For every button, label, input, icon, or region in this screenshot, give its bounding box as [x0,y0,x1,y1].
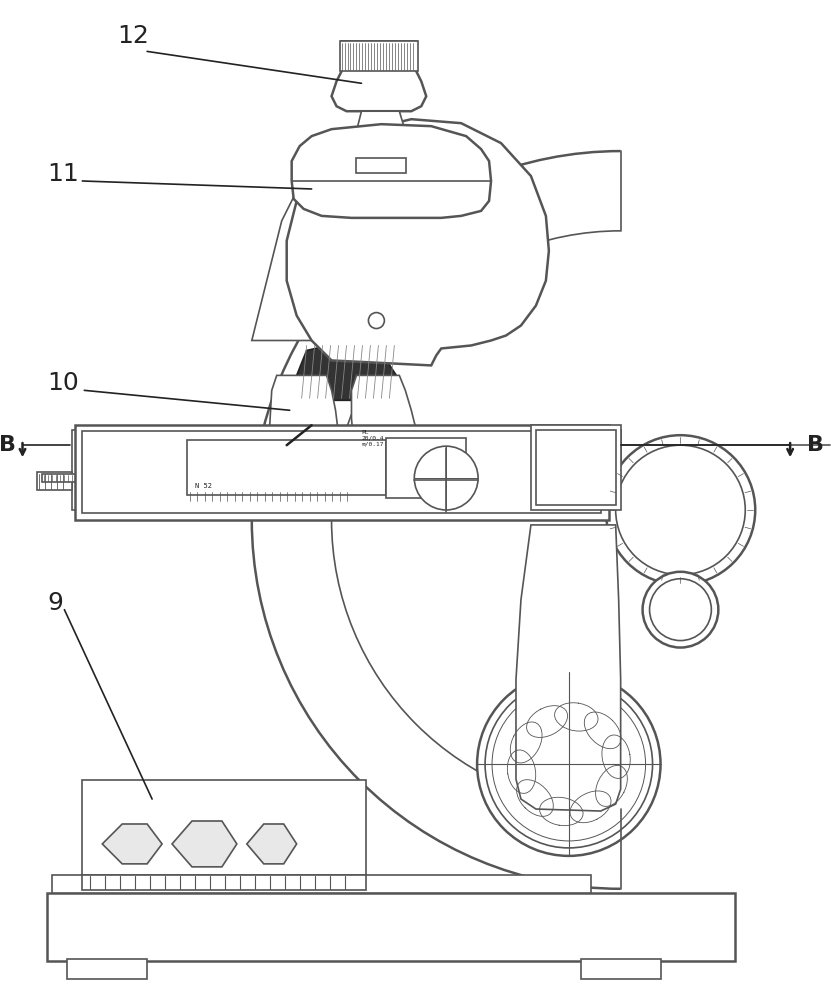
Bar [67,959,147,979]
Circle shape [642,572,718,648]
Text: B: B [807,435,824,455]
Text: 10: 10 [47,371,79,395]
Text: 11: 11 [47,162,79,186]
Bar [297,430,342,442]
Circle shape [606,435,755,585]
Polygon shape [352,111,411,171]
Circle shape [291,461,322,493]
Bar [356,158,406,173]
Polygon shape [102,824,162,864]
Bar [82,431,601,513]
Bar [187,490,356,502]
Bar [581,959,661,979]
Bar [496,435,596,505]
Polygon shape [42,474,76,482]
Bar [82,780,366,875]
Circle shape [415,446,478,510]
Circle shape [368,313,385,329]
Circle shape [616,445,745,575]
Bar [187,440,386,495]
Circle shape [492,687,646,841]
Bar [47,893,735,961]
Bar [340,41,418,71]
Polygon shape [270,375,340,482]
Bar [386,438,466,498]
Circle shape [558,754,578,774]
Circle shape [650,579,711,641]
Bar [37,472,72,490]
Polygon shape [516,525,621,811]
Text: PL
20/0.4
∞/0.17: PL 20/0.4 ∞/0.17 [361,430,384,446]
Bar [76,425,608,520]
Bar [436,460,461,490]
Bar [177,435,486,505]
Text: 9: 9 [47,591,63,615]
Bar [52,875,591,893]
Bar [72,430,621,510]
Circle shape [128,471,156,499]
Bar [531,425,621,510]
Polygon shape [297,342,396,400]
Circle shape [366,458,406,498]
Polygon shape [292,124,491,218]
Text: N 52: N 52 [195,483,212,489]
Bar [386,455,436,495]
Polygon shape [247,824,297,864]
Bar [481,430,611,510]
Text: B: B [0,435,16,455]
Polygon shape [172,821,237,867]
Bar [82,875,366,890]
Polygon shape [332,41,426,111]
Polygon shape [252,126,436,340]
Circle shape [477,672,661,856]
Circle shape [134,477,150,493]
Circle shape [285,455,328,499]
Text: 12: 12 [117,24,149,48]
Circle shape [485,680,652,848]
Polygon shape [287,119,549,365]
Circle shape [415,448,478,512]
Bar [536,430,616,505]
Circle shape [373,465,400,491]
Bar [307,430,332,438]
Polygon shape [352,375,417,482]
